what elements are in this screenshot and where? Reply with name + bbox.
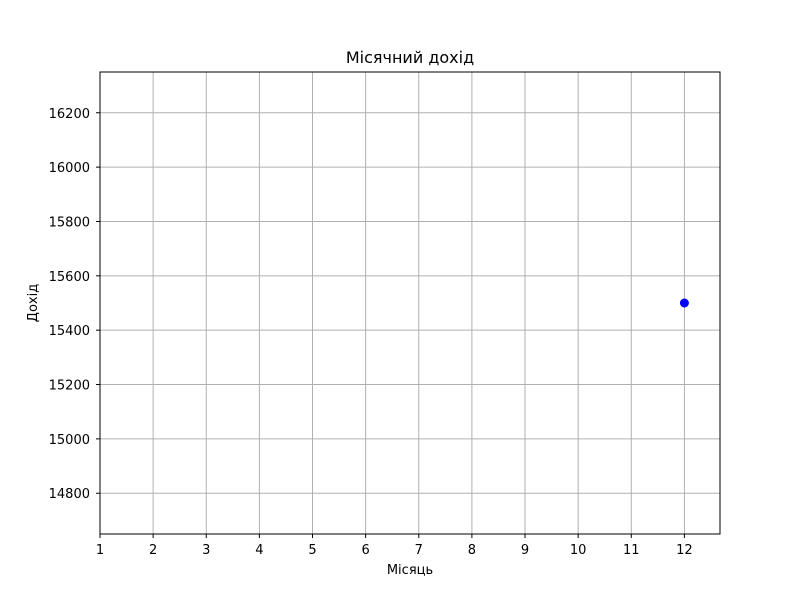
chart-title: Місячний дохід: [346, 48, 474, 67]
y-tick-label: 15200: [49, 379, 90, 394]
y-axis-label: Дохід: [26, 284, 41, 322]
y-tick-label: 14800: [49, 487, 90, 502]
x-tick-label: 9: [521, 543, 529, 558]
y-tick-label: 15400: [49, 324, 90, 339]
x-tick-label: 12: [676, 543, 693, 558]
x-tick-label: 2: [149, 543, 157, 558]
x-tick-label: 4: [255, 543, 263, 558]
y-tick-label: 16000: [49, 161, 90, 176]
y-tick-label: 15000: [49, 433, 90, 448]
x-tick-label: 10: [570, 543, 587, 558]
x-tick-label: 11: [623, 543, 640, 558]
y-axis-ticks: 14800 15000 15200 15400 15600 15800 16000 16200: [49, 107, 100, 502]
x-axis-label: Місяць: [387, 563, 433, 578]
x-tick-label: 8: [468, 543, 476, 558]
x-tick-label: 5: [308, 543, 316, 558]
y-tick-label: 15600: [49, 270, 90, 285]
x-tick-label: 6: [361, 543, 369, 558]
x-tick-label: 7: [415, 543, 423, 558]
x-tick-label: 1: [96, 543, 104, 558]
data-point: [679, 298, 689, 308]
plot-area-frame: [99, 71, 721, 535]
y-tick-label: 15800: [49, 215, 90, 230]
x-tick-label: 3: [202, 543, 210, 558]
grid-lines: [99, 72, 720, 534]
data-points: [679, 298, 689, 308]
x-axis-ticks: 1 2 3 4 5 6 7 8 9 10 11 12: [96, 534, 693, 558]
y-tick-label: 16200: [49, 107, 90, 122]
